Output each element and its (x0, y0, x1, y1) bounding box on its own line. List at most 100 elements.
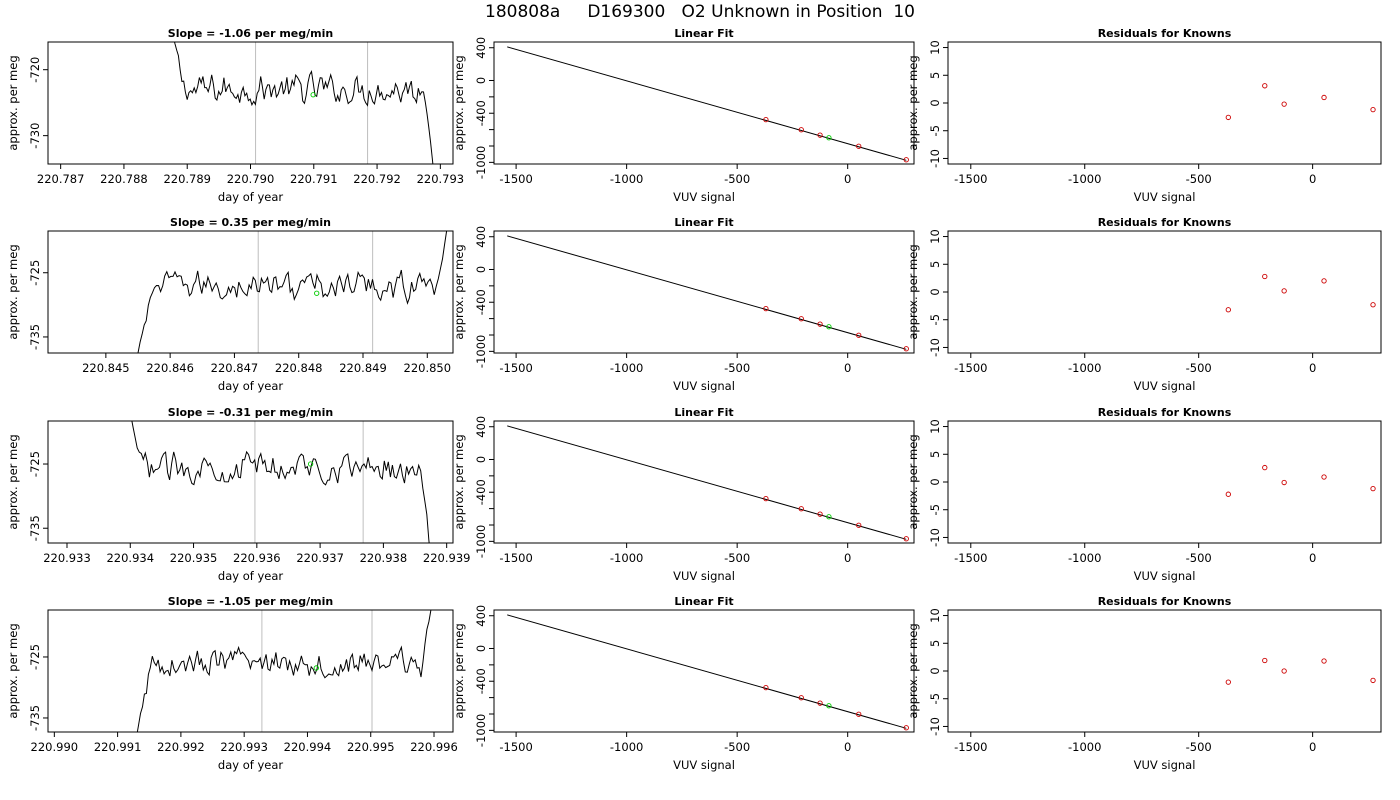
resid-ylabel: approx. per meg (906, 623, 920, 718)
resid-known-point (1225, 114, 1231, 121)
fit-known-point (763, 305, 769, 312)
fit-xtick-label: -500 (724, 551, 750, 565)
resid-xtick-label: 0 (1309, 361, 1316, 375)
trace-xtick-label: 220.937 (296, 551, 344, 565)
fit-xtick-label: 0 (844, 551, 851, 565)
trace-signal-line (174, 42, 434, 164)
fit-unknown-point (826, 514, 832, 520)
resid-xtick-label: -500 (1186, 172, 1212, 186)
resid-ylabel: approx. per meg (906, 244, 920, 339)
fit-ytick-label: 400 (474, 605, 488, 627)
fit-plot-frame (493, 230, 915, 354)
fit-known-point (817, 132, 823, 138)
resid-ytick-label: 0 (928, 99, 942, 106)
resid-xlabel: VUV signal (1134, 569, 1196, 583)
fit-known-point (817, 321, 823, 327)
fit-known-point (798, 506, 804, 512)
trace-ytick-label: -735 (28, 705, 42, 731)
trace-xtick-label: 220.791 (290, 172, 338, 186)
trace-xtick-label: 220.847 (211, 361, 259, 375)
trace-xtick-label: 220.938 (360, 551, 408, 565)
trace-title: Slope = -0.31 per meg/min (168, 406, 333, 419)
resid-xtick-label: -1500 (954, 740, 987, 754)
fit-title: Linear Fit (674, 216, 733, 229)
resid-ytick-label: -10 (928, 717, 942, 736)
fit-title: Linear Fit (674, 406, 733, 419)
trace-xtick-label: 220.933 (43, 551, 91, 565)
resid-known-point (1370, 486, 1376, 492)
trace-signal-line (131, 421, 430, 543)
fit-xlabel: VUV signal (673, 190, 735, 204)
trace-title: Slope = -1.05 per meg/min (168, 595, 333, 608)
resid-ytick-label: 0 (928, 667, 942, 674)
trace-ytick-label: -725 (28, 260, 42, 286)
resid-known-point (1262, 464, 1268, 471)
trace-xtick-label: 220.790 (227, 172, 275, 186)
resid-known-point (1281, 668, 1287, 674)
trace-xtick-label: 220.996 (410, 740, 458, 754)
trace-xtick-label: 220.992 (157, 740, 205, 754)
fit-plot-frame (493, 609, 915, 733)
trace-ylabel: approx. per meg (6, 434, 20, 529)
resid-title: Residuals for Knowns (1098, 595, 1232, 608)
trace-plot-frame (47, 41, 454, 165)
fit-xtick-label: -500 (724, 172, 750, 186)
resid-ylabel: approx. per meg (906, 434, 920, 529)
resid-ytick-label: 10 (928, 40, 942, 55)
fit-xtick-label: 0 (844, 740, 851, 754)
trace-ytick-label: -730 (28, 123, 42, 149)
fit-unknown-point (826, 135, 832, 141)
trace-xlabel: day of year (218, 758, 283, 772)
fit-plot-frame (493, 420, 915, 544)
resid-plot-frame (947, 609, 1382, 733)
trace-unknown-point (307, 461, 314, 467)
resid-ytick-label: 5 (928, 451, 942, 458)
fit-known-point (798, 127, 804, 133)
fit-known-point (903, 346, 909, 352)
trace-xtick-label: 220.993 (220, 740, 268, 754)
resid-xtick-label: -1000 (1068, 361, 1101, 375)
resid-known-point (1321, 474, 1327, 480)
figure-title: 180808a D169300 O2 Unknown in Position 1… (485, 2, 915, 22)
trace-xlabel: day of year (218, 190, 283, 204)
fit-xtick-label: 0 (844, 361, 851, 375)
resid-known-point (1225, 679, 1231, 685)
resid-ytick-label: -10 (928, 149, 942, 168)
fit-ytick-label: 400 (474, 37, 488, 59)
trace-plot-frame (47, 230, 454, 354)
fit-regression-line (507, 235, 907, 350)
fit-ytick-label: 0 (474, 77, 488, 84)
resid-xtick-label: 0 (1309, 551, 1316, 565)
fit-ytick-label: 0 (474, 456, 488, 463)
trace-xtick-label: 220.995 (347, 740, 395, 754)
fit-known-point (856, 332, 862, 338)
trace-xtick-label: 220.935 (170, 551, 218, 565)
resid-xtick-label: -1500 (954, 361, 987, 375)
trace-plot-frame (47, 609, 454, 733)
fit-xlabel: VUV signal (673, 758, 735, 772)
fit-ylabel: approx. per meg (452, 623, 466, 718)
trace-ylabel: approx. per meg (6, 55, 20, 150)
trace-xtick-label: 220.936 (233, 551, 281, 565)
fit-known-point (763, 116, 769, 123)
trace-xtick-label: 220.991 (94, 740, 142, 754)
trace-ytick-label: -735 (28, 324, 42, 350)
resid-xtick-label: -1500 (954, 551, 987, 565)
resid-ytick-label: 0 (928, 288, 942, 295)
fit-ytick-label: 0 (474, 266, 488, 273)
fit-ylabel: approx. per meg (452, 55, 466, 150)
trace-plot-frame (47, 420, 454, 544)
trace-title: Slope = -1.06 per meg/min (168, 27, 333, 40)
fit-xlabel: VUV signal (673, 569, 735, 583)
trace-ylabel: approx. per meg (6, 623, 20, 718)
resid-xtick-label: -1000 (1068, 172, 1101, 186)
fit-xlabel: VUV signal (673, 379, 735, 393)
resid-known-point (1321, 278, 1327, 284)
trace-ylabel: approx. per meg (6, 244, 20, 339)
fit-xtick-label: -1000 (610, 172, 643, 186)
fit-regression-line (507, 614, 907, 729)
trace-xlabel: day of year (218, 569, 283, 583)
fit-ytick-label: -400 (474, 289, 488, 315)
fit-xtick-label: -1500 (499, 172, 532, 186)
